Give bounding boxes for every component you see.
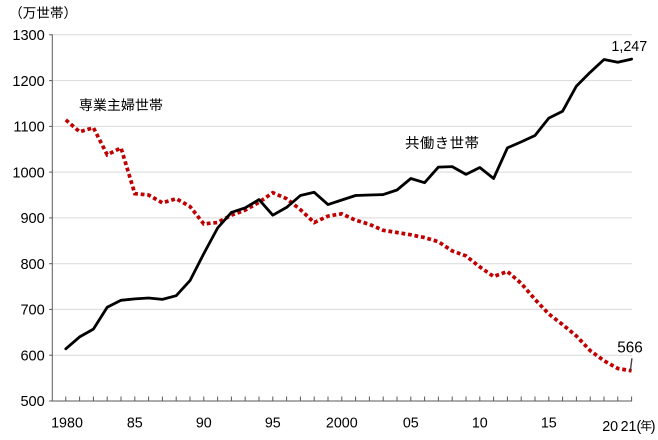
svg-text:20: 20	[602, 419, 618, 435]
svg-text:10: 10	[472, 416, 488, 432]
svg-text:800: 800	[20, 257, 44, 273]
svg-text:21(: 21(	[621, 419, 642, 435]
svg-text:1300: 1300	[12, 28, 44, 44]
svg-text:2000: 2000	[326, 416, 358, 432]
svg-text:05: 05	[403, 416, 419, 432]
svg-text:95: 95	[265, 416, 281, 432]
svg-text:85: 85	[127, 416, 143, 432]
svg-text:700: 700	[20, 303, 44, 319]
svg-text:1200: 1200	[12, 74, 44, 90]
svg-text:): )	[651, 419, 656, 435]
svg-text:900: 900	[20, 211, 44, 227]
svg-text:1000: 1000	[12, 165, 44, 181]
svg-text:600: 600	[20, 348, 44, 364]
svg-text:1100: 1100	[13, 120, 44, 136]
svg-text:1,247: 1,247	[611, 39, 647, 55]
svg-text:500: 500	[20, 394, 44, 410]
svg-text:566: 566	[617, 339, 643, 356]
svg-text:1980: 1980	[51, 416, 83, 432]
svg-text:15: 15	[541, 416, 557, 432]
svg-text:90: 90	[196, 416, 212, 432]
